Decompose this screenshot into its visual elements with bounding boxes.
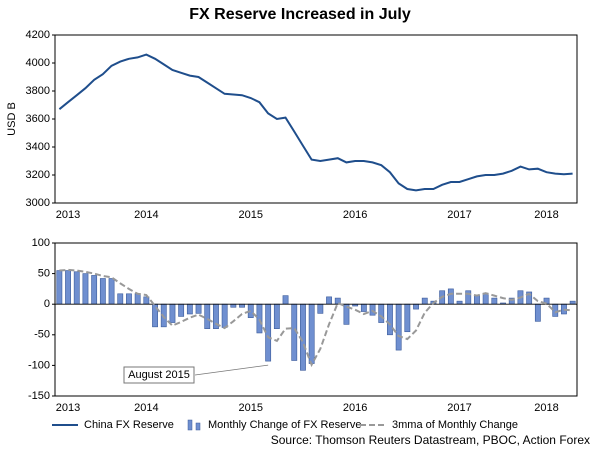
- annotation: August 2015: [128, 369, 190, 381]
- x-tick-label: 2013: [56, 402, 80, 414]
- y-axis-label: USD B: [6, 102, 18, 136]
- bar: [552, 303, 559, 317]
- bar: [73, 271, 80, 305]
- bar: [317, 303, 324, 314]
- bar: [413, 303, 419, 310]
- bar: [56, 270, 63, 305]
- bar: [282, 295, 289, 305]
- bar: [239, 303, 245, 308]
- bar: [308, 303, 315, 364]
- bar: [126, 293, 132, 305]
- bar: [465, 290, 472, 305]
- y-tick-label: -150: [28, 390, 50, 402]
- bar: [326, 296, 332, 305]
- bar: [378, 303, 385, 323]
- bar: [99, 278, 106, 305]
- x-tick-label: 2016: [343, 402, 367, 414]
- x-tick-label: 2013: [56, 209, 80, 221]
- legend-label: China FX Reserve: [84, 419, 174, 431]
- annotation-leader: [194, 364, 269, 376]
- y-tick-label: 3400: [26, 141, 50, 153]
- bar: [143, 296, 150, 305]
- bar: [204, 303, 211, 329]
- y-tick-label: -100: [28, 359, 50, 371]
- legend-swatch: [187, 419, 193, 431]
- bar: [273, 303, 280, 329]
- bar: [369, 303, 376, 316]
- bar: [447, 288, 454, 305]
- y-tick-label: 3600: [26, 113, 50, 125]
- bar: [117, 293, 124, 305]
- y-tick-label: 4200: [26, 29, 50, 41]
- bar: [387, 303, 393, 336]
- bar: [230, 303, 237, 308]
- legend-swatch: [195, 422, 201, 431]
- bar: [360, 303, 367, 312]
- chart-title: FX Reserve Increased in July: [189, 6, 411, 23]
- bar: [82, 273, 89, 305]
- x-tick-label: 2014: [134, 402, 158, 414]
- x-tick-label: 2017: [447, 402, 471, 414]
- bar: [404, 303, 411, 333]
- x-tick-label: 2018: [534, 402, 558, 414]
- bar: [169, 303, 176, 323]
- bar: [300, 303, 306, 371]
- line: [58, 53, 573, 192]
- y-tick-label: -50: [34, 329, 50, 341]
- plot-frame: [54, 34, 578, 204]
- bar: [65, 270, 71, 305]
- annotation-box: [123, 366, 195, 384]
- y-tick-label: 0: [44, 298, 50, 310]
- y-tick-label: 3800: [26, 85, 50, 97]
- bar: [456, 300, 463, 305]
- y-tick-label: 3200: [26, 169, 50, 181]
- legend-label: 3mma of Monthly Change: [392, 419, 518, 431]
- y-tick-label: 4000: [26, 57, 50, 69]
- bar: [569, 300, 576, 305]
- source: Source: Thomson Reuters Datastream, PBOC…: [271, 433, 590, 447]
- y-tick-label: 50: [38, 268, 50, 280]
- x-tick-label: 2018: [534, 209, 558, 221]
- average-line: [59, 268, 573, 368]
- y-tick-label: 100: [32, 237, 50, 249]
- bar: [108, 278, 115, 305]
- bar: [256, 303, 263, 334]
- bar: [221, 303, 228, 328]
- bar: [91, 275, 98, 305]
- x-tick-label: 2014: [134, 209, 158, 221]
- bar: [491, 297, 498, 305]
- bar: [482, 292, 489, 305]
- bar: [395, 303, 402, 351]
- bar: [195, 303, 202, 314]
- plot-frame: [54, 242, 578, 397]
- bar: [421, 297, 428, 305]
- bar: [186, 303, 193, 315]
- bar: [265, 303, 272, 362]
- x-tick-label: 2017: [447, 209, 471, 221]
- legend-label: Monthly Change of FX Reserve: [208, 419, 361, 431]
- bar: [134, 293, 141, 305]
- bar: [534, 303, 541, 322]
- x-tick-label: 2016: [343, 209, 367, 221]
- bar: [178, 303, 185, 317]
- y-tick-label: 3000: [26, 197, 50, 209]
- x-tick-label: 2015: [239, 402, 263, 414]
- x-tick-label: 2015: [239, 209, 263, 221]
